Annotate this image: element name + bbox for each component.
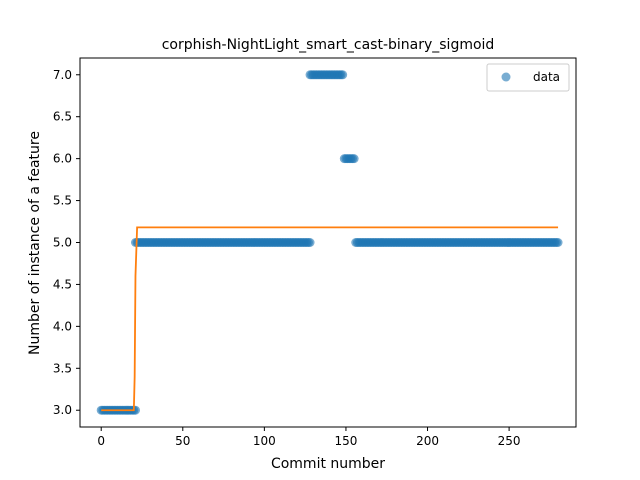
legend: data (486, 63, 570, 92)
plot-area (96, 70, 563, 415)
data-point (349, 154, 359, 164)
x-tick-label: 50 (175, 434, 190, 448)
x-tick-label: 100 (253, 434, 276, 448)
x-tick-label: 250 (498, 434, 521, 448)
y-tick-label: 6.5 (53, 110, 72, 124)
x-axis-label: Commit number (271, 456, 385, 472)
fit-line (101, 226, 559, 412)
y-tick-label: 3.0 (53, 403, 72, 417)
data-point (553, 238, 563, 247)
legend-marker-data (501, 72, 511, 82)
y-tick-label: 4.5 (53, 277, 72, 291)
y-tick-label: 6.0 (53, 152, 72, 166)
y-tick-label: 5.0 (53, 236, 72, 250)
x-tick-label: 150 (334, 434, 357, 448)
axes: 0 50 100 150 200 250 3.0 3.5 4.0 4.5 5.0 5.5 6.0 6.5 7… (53, 57, 577, 448)
x-tick-label: 200 (416, 434, 439, 448)
data-point (338, 70, 348, 80)
data-point (305, 238, 315, 247)
y-tick-label: 5.5 (53, 194, 72, 208)
legend-label-data: data (533, 70, 560, 84)
x-tick-label: 0 (97, 434, 105, 448)
y-tick-label: 4.0 (53, 319, 72, 333)
chart-title: corphish-NightLight_smart_cast-binary_si… (162, 37, 495, 53)
y-tick-label: 7.0 (53, 68, 72, 82)
y-tick-label: 3.5 (53, 361, 72, 375)
legend-box (486, 63, 570, 92)
y-axis-label: Number of instance of a feature (27, 131, 43, 355)
